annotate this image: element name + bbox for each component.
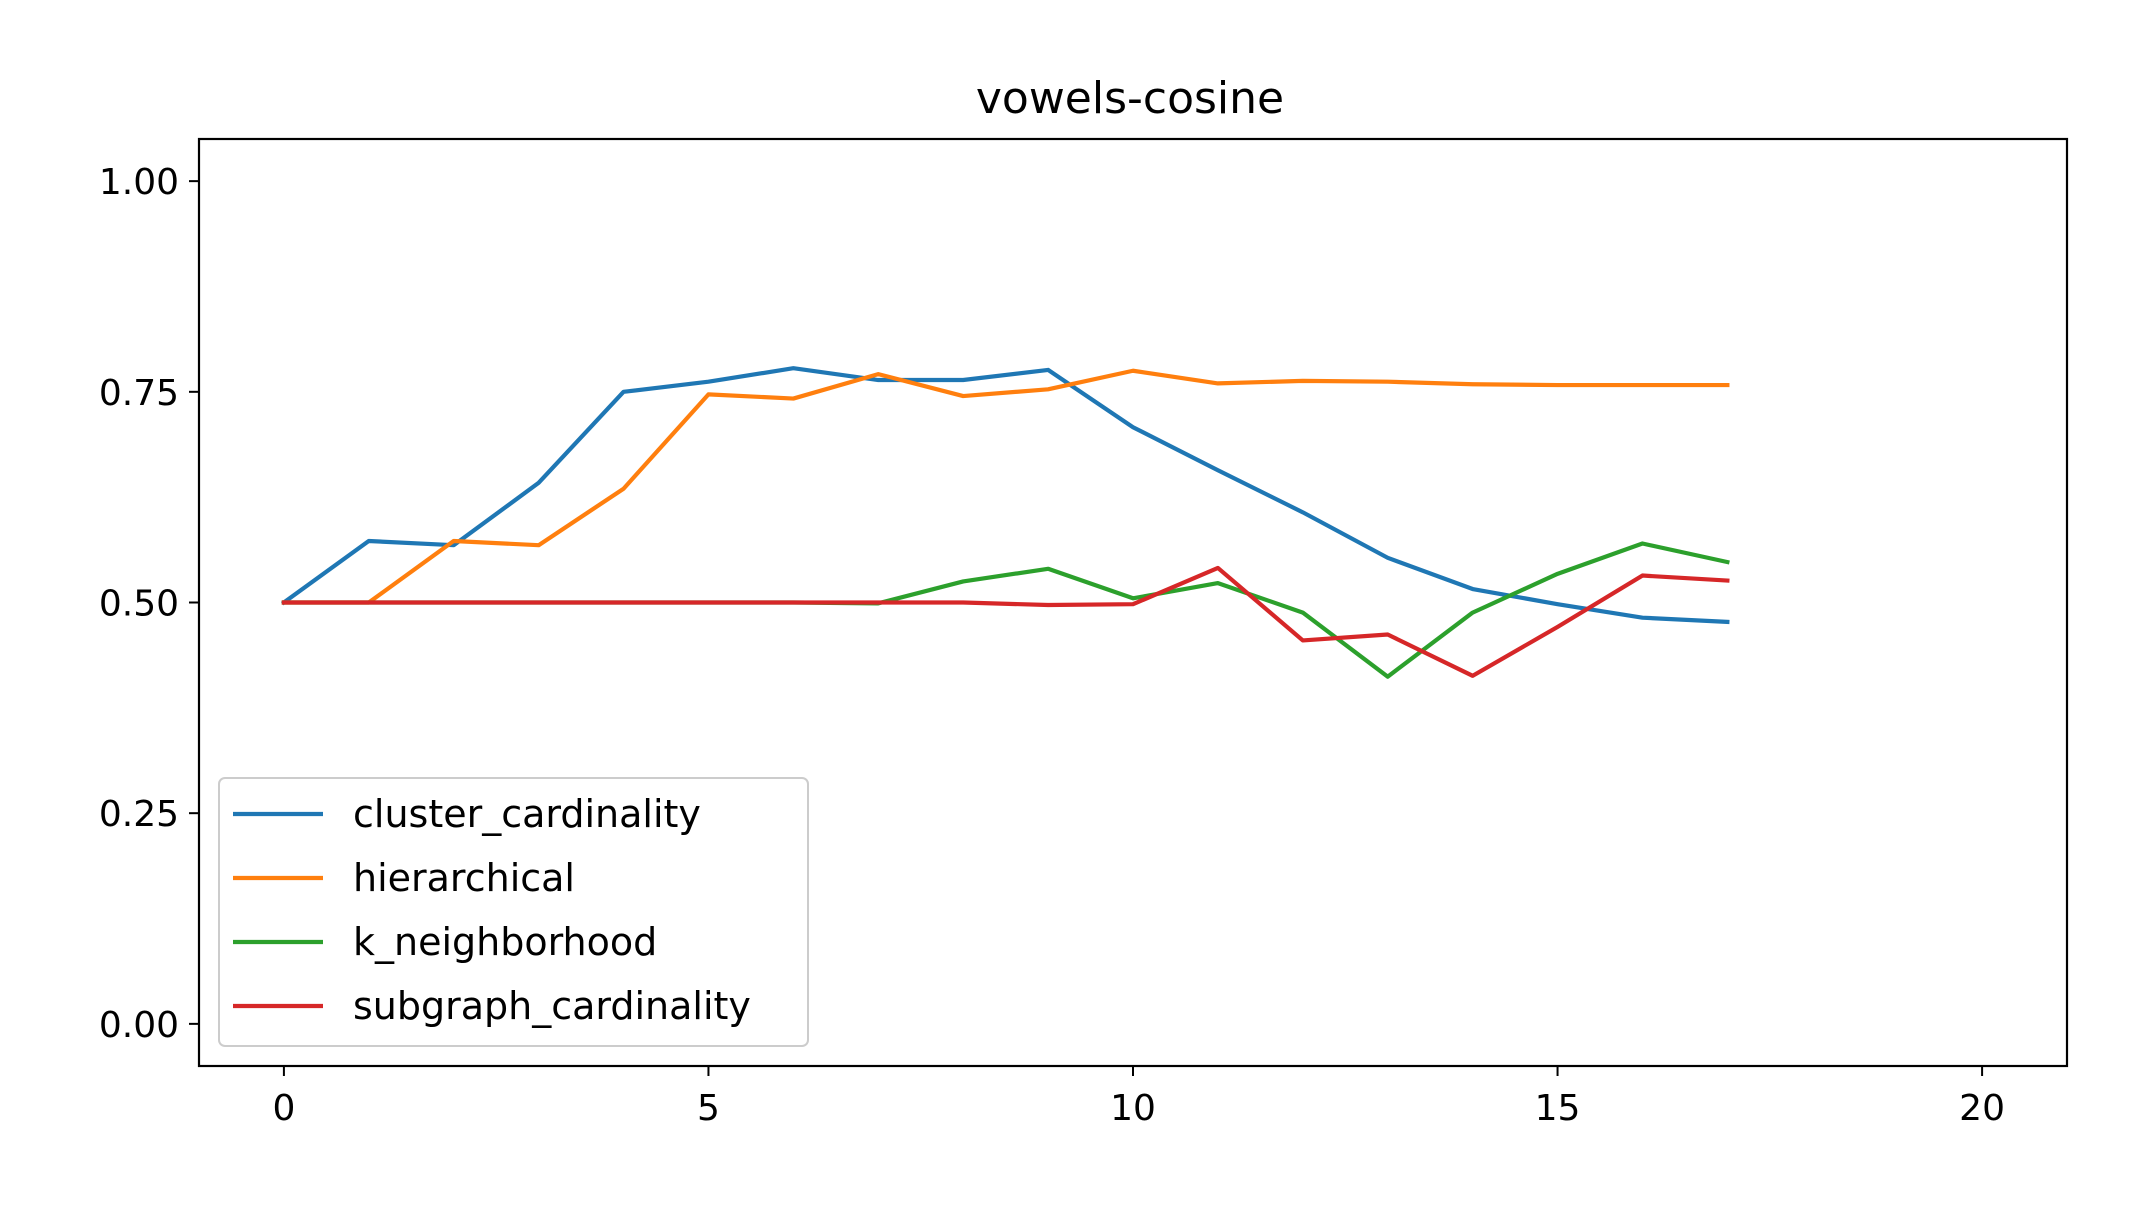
series-layer xyxy=(280,366,1730,679)
y-tick-label: 0.25 xyxy=(99,794,179,835)
x-axis: 0 5 10 15 20 xyxy=(272,1066,2005,1129)
series-line-subgraph_cardinality xyxy=(281,565,1730,678)
y-tick-label: 1.00 xyxy=(99,162,179,203)
y-axis: 0.00 0.25 0.50 0.75 1.00 xyxy=(99,162,199,1046)
legend-label: k_neighborhood xyxy=(353,920,657,964)
legend-label: hierarchical xyxy=(353,856,575,900)
x-tick-label: 0 xyxy=(272,1088,295,1129)
legend-box xyxy=(218,777,809,1047)
y-tick-label: 0.00 xyxy=(99,1005,179,1046)
series-line-hierarchical xyxy=(281,368,1730,605)
series-line-cluster_cardinality xyxy=(280,366,1730,625)
legend-label: cluster_cardinality xyxy=(353,792,701,836)
x-tick-label: 15 xyxy=(1535,1088,1581,1129)
x-tick-label: 10 xyxy=(1110,1088,1156,1129)
x-tick-label: 5 xyxy=(697,1088,720,1129)
x-tick-label: 20 xyxy=(1959,1088,2005,1129)
legend-label: subgraph_cardinality xyxy=(353,984,751,1028)
legend: cluster_cardinality hierarchical k_neighbo… xyxy=(218,777,809,1047)
chart-title: vowels-cosine xyxy=(976,73,1284,124)
y-tick-label: 0.50 xyxy=(99,584,179,625)
y-tick-label: 0.75 xyxy=(99,373,179,414)
